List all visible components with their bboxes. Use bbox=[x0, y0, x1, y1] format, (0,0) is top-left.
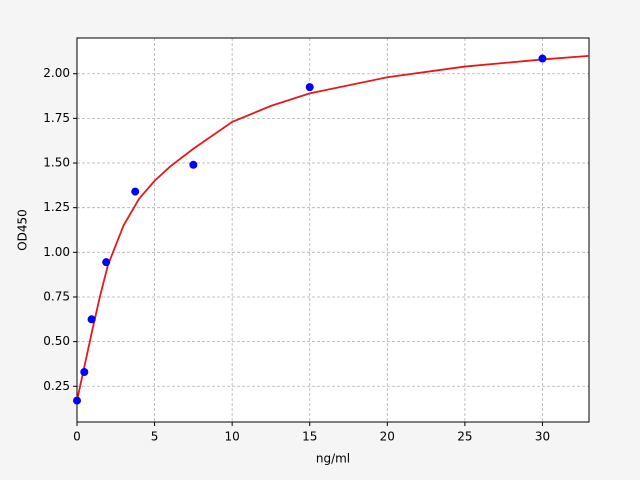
x-tick-label: 30 bbox=[535, 430, 550, 444]
x-tick-label: 10 bbox=[225, 430, 240, 444]
x-tick-label: 5 bbox=[151, 430, 159, 444]
y-tick-label: 0.50 bbox=[43, 334, 70, 348]
y-tick-label: 0.25 bbox=[43, 379, 70, 393]
fit-curve bbox=[76, 54, 590, 401]
data-point bbox=[87, 315, 96, 324]
data-point bbox=[73, 396, 81, 405]
y-tick-label: 2.00 bbox=[43, 66, 70, 80]
plot-area bbox=[77, 38, 589, 422]
x-tick-label: 15 bbox=[302, 430, 317, 444]
axes-frame bbox=[76, 37, 590, 423]
y-tick-label: 1.25 bbox=[43, 200, 70, 214]
data-point bbox=[305, 83, 314, 92]
y-tick-label: 1.00 bbox=[43, 245, 70, 259]
y-axis-label: OD450 bbox=[16, 209, 30, 251]
x-tick-label: 0 bbox=[73, 430, 81, 444]
data-point bbox=[131, 187, 140, 196]
data-point bbox=[189, 160, 198, 169]
y-tick-label: 1.50 bbox=[43, 156, 70, 170]
y-tick-label: 1.75 bbox=[43, 111, 70, 125]
x-axis-label: ng/ml bbox=[316, 452, 350, 466]
data-point bbox=[538, 54, 547, 63]
data-point bbox=[80, 367, 89, 376]
data-point bbox=[102, 258, 111, 267]
x-tick-label: 25 bbox=[457, 430, 472, 444]
y-tick-label: 0.75 bbox=[43, 289, 70, 303]
x-tick-label: 20 bbox=[380, 430, 395, 444]
